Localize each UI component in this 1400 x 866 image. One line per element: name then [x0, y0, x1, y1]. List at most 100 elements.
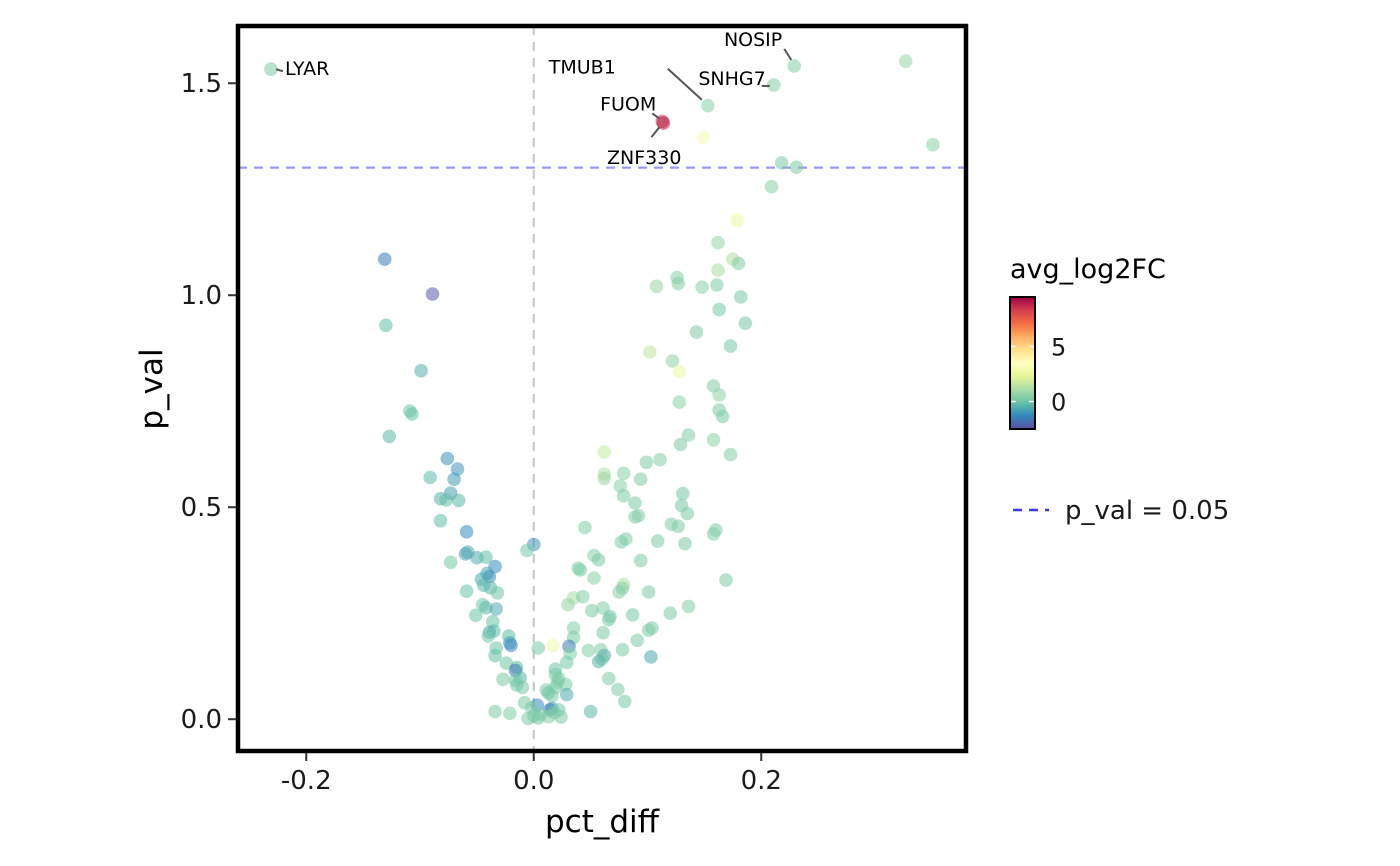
colorbar-tick-label: 5: [1051, 334, 1066, 362]
color-legend-title: avg_log2FC: [1010, 254, 1166, 285]
data-point: [405, 407, 419, 421]
gene-label-snhg7: SNHG7: [698, 68, 765, 90]
data-point: [639, 455, 654, 470]
data-point: [628, 510, 642, 524]
data-point: [612, 585, 626, 599]
data-point: [618, 694, 632, 709]
data-point: [663, 606, 678, 620]
data-point: [479, 550, 493, 564]
data-point: [521, 711, 535, 726]
data-point-lyar: [264, 62, 278, 76]
label-leader-tmub1: [667, 67, 703, 101]
data-point: [433, 514, 448, 528]
data-point: [681, 599, 696, 614]
data-point: [630, 633, 645, 648]
data-point: [710, 278, 724, 292]
data-point: [561, 597, 575, 612]
data-point: [611, 682, 625, 697]
data-point: [379, 318, 393, 333]
x-tick-label: 0.2: [741, 766, 782, 796]
data-point: [488, 704, 502, 719]
data-point-snhg7: [767, 78, 781, 92]
y-axis-title: p_val: [134, 348, 170, 429]
data-point: [712, 302, 726, 317]
data-point: [559, 655, 574, 670]
line-legend-label: p_val = 0.05: [1065, 496, 1229, 526]
color-legend: avg_log2FC 0 5: [1009, 254, 1166, 430]
data-point: [587, 571, 601, 585]
x-axis-title: pct_diff: [545, 804, 660, 840]
y-tick-label: 0.0: [181, 705, 222, 735]
data-point: [447, 472, 461, 487]
y-axis: 0.0 0.5 1.0 1.5: [181, 69, 236, 735]
data-point: [738, 316, 753, 331]
data-point: [649, 279, 664, 294]
points-layer: [264, 54, 940, 726]
data-point: [596, 625, 610, 640]
data-point: [641, 585, 656, 599]
data-point: [614, 535, 629, 549]
gene-labels-layer: LYAR NOSIP TMUB1 SNHG7 FUOM ZNF330: [275, 29, 793, 169]
y-tick-label: 1.5: [181, 69, 222, 99]
colorbar-tick-label: 0: [1051, 389, 1066, 417]
data-point: [641, 623, 656, 637]
data-point: [554, 710, 568, 724]
data-point: [468, 608, 483, 623]
line-legend: p_val = 0.05: [1013, 496, 1229, 526]
data-point: [531, 641, 546, 655]
data-point: [439, 493, 454, 507]
data-point: [520, 543, 534, 558]
reference-lines: [238, 26, 966, 751]
data-point: [583, 704, 598, 719]
data-point: [774, 156, 789, 170]
data-point: [488, 648, 502, 663]
data-point: [643, 345, 657, 359]
y-tick-label: 1.0: [181, 281, 222, 311]
data-point: [566, 621, 581, 635]
data-point: [615, 642, 630, 657]
data-point: [723, 447, 738, 462]
data-point: [545, 689, 559, 703]
data-point: [650, 534, 665, 548]
data-point: [585, 603, 599, 618]
x-axis: -0.2 0.0 0.2: [281, 753, 782, 796]
data-point: [496, 672, 510, 687]
data-point: [689, 325, 704, 339]
data-point: [578, 520, 592, 535]
data-point: [546, 638, 560, 653]
data-point: [633, 472, 648, 487]
data-point: [696, 130, 710, 145]
data-point: [665, 354, 680, 368]
data-point: [680, 506, 695, 521]
data-point: [678, 536, 692, 551]
data-point: [443, 555, 458, 570]
data-point: [377, 252, 392, 266]
data-point: [789, 160, 804, 174]
data-point: [764, 179, 779, 194]
data-point: [499, 656, 514, 670]
data-point: [734, 290, 748, 304]
data-point: [602, 612, 616, 627]
y-tick-label: 0.5: [181, 493, 222, 523]
data-point: [423, 470, 438, 485]
data-point: [503, 706, 517, 721]
gene-label-lyar: LYAR: [285, 58, 329, 80]
data-point: [628, 496, 642, 510]
x-tick-label: 0.0: [513, 766, 554, 796]
data-point: [575, 589, 590, 604]
gene-label-fuom: FUOM: [600, 93, 656, 115]
data-point: [730, 213, 745, 227]
data-point-nosip: [787, 59, 801, 73]
data-point: [706, 527, 721, 541]
data-point: [479, 600, 493, 615]
data-point: [504, 638, 518, 653]
data-point: [731, 256, 746, 271]
data-point: [671, 519, 685, 534]
data-point: [672, 364, 687, 379]
data-point: [414, 363, 428, 378]
x-tick-label: -0.2: [281, 766, 332, 796]
data-point: [719, 573, 733, 587]
